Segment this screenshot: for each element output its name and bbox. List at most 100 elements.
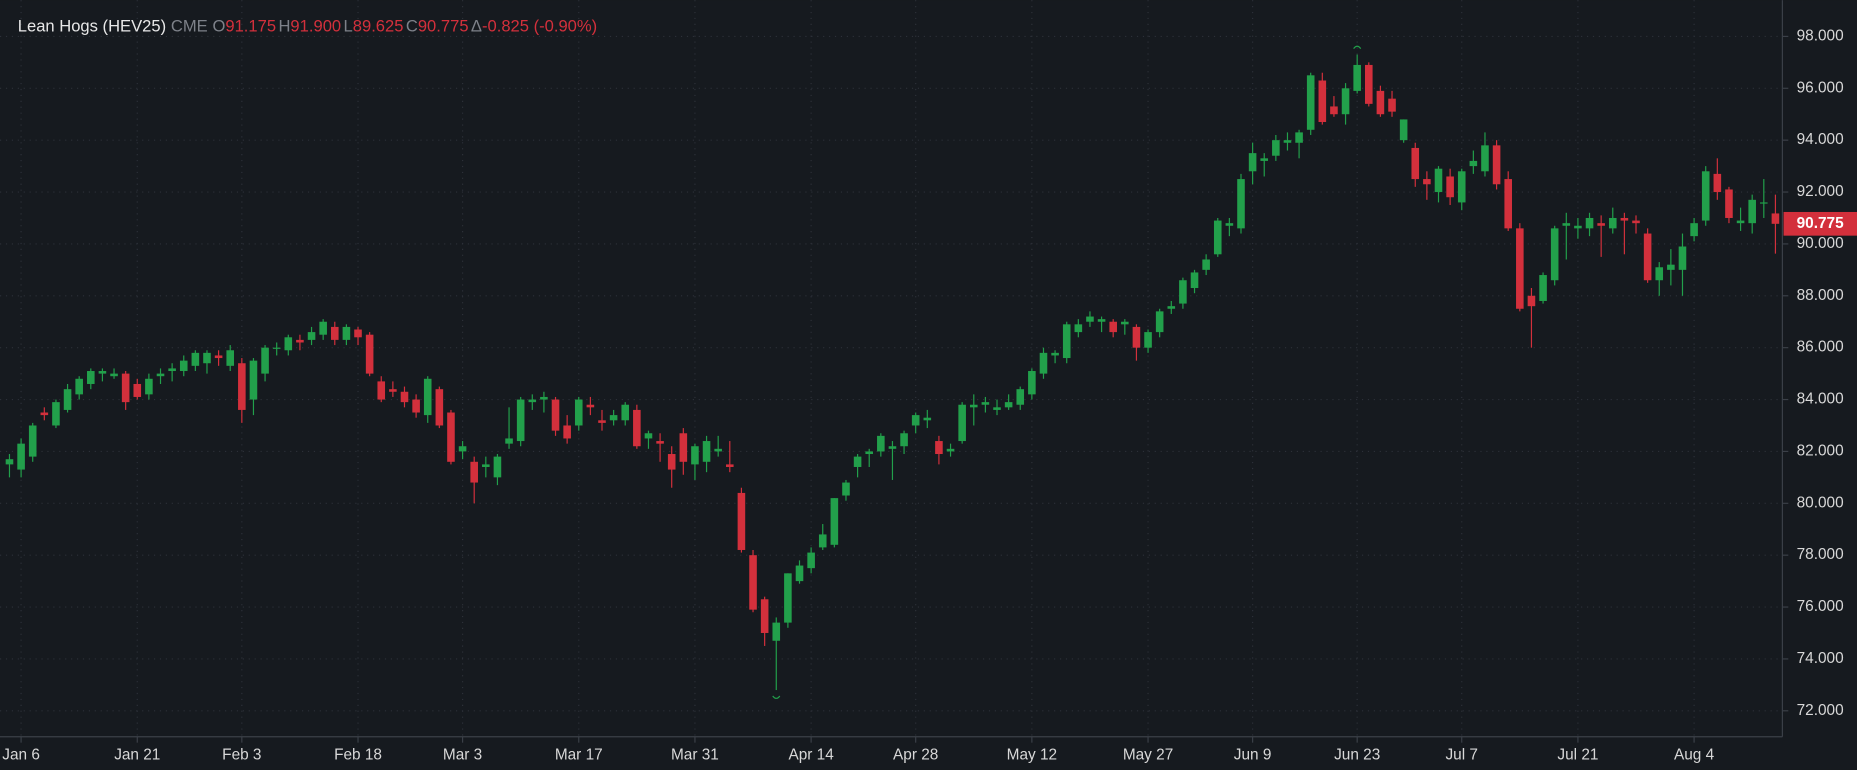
y-tick-label: 80.000 — [1797, 494, 1844, 511]
candle-body — [679, 433, 688, 462]
low-label: L — [344, 17, 353, 36]
candle-body — [1725, 189, 1733, 218]
close-label: C — [406, 17, 418, 36]
candle-body — [1760, 202, 1768, 204]
candle-body — [191, 352, 200, 366]
y-tick-label: 84.000 — [1797, 391, 1844, 408]
x-tick-label: Feb 18 — [334, 747, 382, 764]
candle-body — [121, 373, 130, 403]
close-value: 90.775 — [418, 17, 469, 36]
candle-body — [1318, 80, 1327, 123]
candle-body — [377, 381, 386, 400]
x-tick-label: Jul 7 — [1445, 747, 1477, 764]
candle-body — [1736, 220, 1745, 224]
candle-body — [1516, 228, 1524, 309]
candle-body — [1411, 147, 1420, 180]
x-tick-label: Apr 28 — [893, 747, 938, 764]
candle-body — [330, 326, 339, 340]
candle-body — [1016, 389, 1025, 405]
last-price-label: 90.775 — [1797, 215, 1844, 232]
candle-body — [482, 464, 490, 467]
candle-body — [551, 399, 560, 431]
candle-body — [1469, 160, 1478, 167]
low-marker — [772, 695, 781, 699]
candle-body — [1701, 171, 1710, 221]
candle-body — [1283, 140, 1292, 143]
candle-body — [1051, 352, 1059, 356]
change-value: -0.825 (-0.90%) — [482, 17, 597, 36]
x-tick-label: Jan 21 — [114, 747, 160, 764]
y-tick-label: 76.000 — [1797, 598, 1844, 615]
candle-body — [365, 334, 374, 374]
candle-body — [1620, 217, 1629, 221]
candle-body — [214, 355, 223, 359]
candle-body — [1655, 267, 1664, 281]
candle-body — [1690, 223, 1698, 237]
axes: 72.000 74.000 76.000 78.000 80.000 82.000 84.0… — [2, 27, 1857, 764]
candle-body — [179, 360, 188, 372]
candle-body — [853, 456, 862, 467]
candle-body — [923, 417, 932, 421]
candle-body — [342, 326, 351, 340]
candle-body — [493, 456, 502, 478]
candle-body — [412, 399, 420, 413]
candle-body — [110, 373, 118, 377]
candle-body — [17, 443, 25, 470]
candle-body — [737, 492, 746, 550]
candle-body — [1748, 199, 1756, 224]
candle-body — [226, 350, 235, 366]
candle-body — [1121, 321, 1129, 325]
candle-body — [98, 371, 107, 374]
candle-body — [935, 441, 943, 455]
candle-body — [1562, 223, 1571, 226]
candle-body — [1004, 402, 1013, 408]
candle-body — [633, 409, 641, 447]
candle-body — [865, 451, 874, 455]
candle-body — [1423, 179, 1431, 185]
y-tick-label: 90.000 — [1797, 235, 1844, 252]
candle-body — [528, 399, 537, 403]
candle-body — [563, 425, 571, 439]
candle-body — [1597, 223, 1605, 226]
x-tick-label: Jun 23 — [1334, 747, 1380, 764]
candle-body — [714, 448, 722, 452]
candle-body — [87, 371, 95, 384]
candle-body — [284, 337, 293, 351]
candle-body — [1062, 324, 1071, 359]
x-tick-label: Mar 17 — [555, 747, 603, 764]
candle-body — [1190, 272, 1199, 289]
candle-body — [1260, 158, 1269, 161]
candle-body — [40, 412, 49, 416]
candle-body — [435, 389, 444, 426]
candle-body — [1399, 119, 1408, 141]
y-tick-label: 74.000 — [1797, 650, 1844, 667]
candle-body — [354, 329, 362, 338]
candle-body — [52, 402, 60, 426]
candle-body — [1608, 217, 1617, 229]
y-tick-label: 96.000 — [1797, 79, 1844, 96]
candle-body — [656, 441, 664, 444]
candle-body — [238, 363, 246, 410]
candle-body — [249, 360, 258, 400]
x-tick-label: May 27 — [1123, 747, 1173, 764]
candle-body — [63, 389, 72, 410]
y-tick-label: 82.000 — [1797, 442, 1844, 459]
candle-body — [1504, 179, 1512, 229]
candle-body — [447, 412, 455, 462]
candle-body — [168, 368, 176, 372]
candle-body — [505, 438, 513, 444]
candle-body — [470, 461, 478, 483]
candle-body — [133, 383, 142, 397]
candle-body — [1643, 233, 1652, 281]
candle-body — [598, 420, 606, 423]
candle-body — [958, 404, 966, 442]
candle-body — [272, 347, 281, 349]
candle-body — [1213, 220, 1222, 255]
x-tick-label: Aug 4 — [1674, 747, 1715, 764]
candle-body — [1074, 324, 1083, 333]
candle-body — [1202, 259, 1210, 270]
high-marker — [1353, 45, 1362, 50]
candle-body — [691, 446, 699, 465]
candle-body — [1365, 64, 1373, 104]
